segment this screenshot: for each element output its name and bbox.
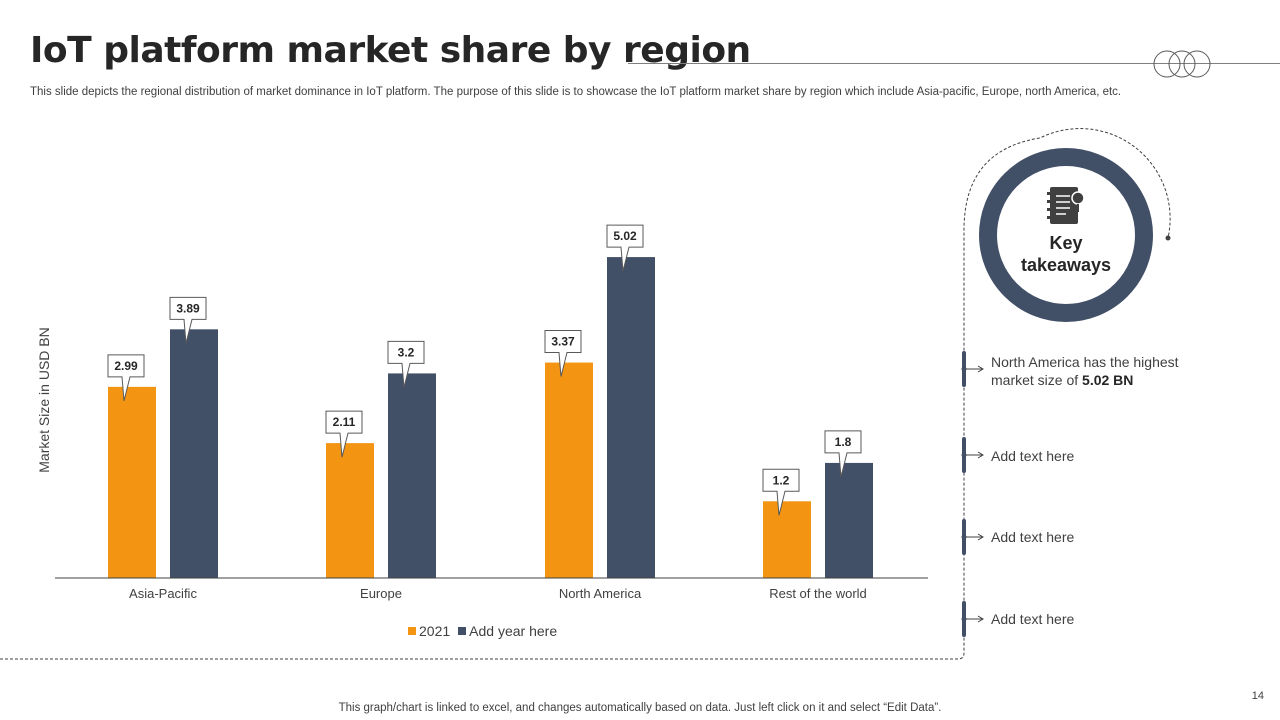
data-label-box <box>762 468 800 516</box>
bar-2021-asia-pacific[interactable] <box>108 386 156 578</box>
data-label: 3.2 <box>398 345 415 359</box>
data-label-box <box>325 410 363 458</box>
data-label: 5.02 <box>613 229 637 243</box>
data-label-box <box>824 430 862 478</box>
x-tick-label: Europe <box>360 586 402 601</box>
page-number: 14 <box>1251 690 1264 702</box>
data-label: 3.37 <box>551 335 575 349</box>
title-divider <box>628 63 1280 64</box>
takeaway-item-2: Add text here <box>991 448 1075 464</box>
takeaway-text-1: North America has the highest market siz… <box>991 354 1179 388</box>
takeaway-arrow-icon <box>961 601 984 637</box>
x-tick-label: North America <box>559 586 642 601</box>
chart-legend: 2021 Add year here <box>408 623 565 639</box>
footer-note: This graph/chart is linked to excel, and… <box>338 702 942 714</box>
bar-add-year-here-asia-pacific[interactable] <box>170 329 218 578</box>
slide-title: IoT platform market share by region <box>30 30 751 71</box>
data-label: 2.99 <box>114 359 138 373</box>
data-label-box <box>606 224 644 272</box>
legend-swatch-2021 <box>408 627 416 635</box>
data-label-callout: 1.8 <box>824 430 862 478</box>
bar-2021-europe[interactable] <box>326 443 374 578</box>
legend-item-2021: 2021 <box>408 623 450 639</box>
legend-label-2021: 2021 <box>419 623 451 639</box>
takeaway-item-3: Add text here <box>991 529 1075 545</box>
data-label-callout: 3.2 <box>387 340 425 388</box>
bar-add-year-here-europe[interactable] <box>388 373 436 578</box>
notebook-icon <box>1047 187 1085 224</box>
data-label-callout: 2.99 <box>107 354 145 401</box>
takeaway-arrow-icon <box>961 437 984 473</box>
y-axis-label: Market Size in USD BN <box>36 327 52 473</box>
legend-item-add-year: Add year here <box>458 623 557 639</box>
takeaway-arrow-icon <box>961 351 984 387</box>
rings-decoration-icon <box>1153 50 1211 78</box>
takeaway-item-4: Add text here <box>991 611 1075 627</box>
key-takeaways-heading: Key takeaways <box>1020 233 1112 275</box>
dashed-frame <box>0 128 1171 660</box>
bar-2021-rest-of-the-world[interactable] <box>763 501 811 578</box>
data-label-callout: 1.2 <box>762 468 800 516</box>
slide-subtitle: This slide depicts the regional distribu… <box>30 86 1122 98</box>
data-label-callout: 2.11 <box>325 410 363 458</box>
data-label-box <box>169 296 207 344</box>
data-label-box <box>387 340 425 388</box>
bar-add-year-here-rest-of-the-world[interactable] <box>825 462 873 578</box>
data-label: 1.2 <box>773 473 790 487</box>
takeaway-arrow-icon <box>961 519 984 555</box>
data-label: 2.11 <box>333 415 356 429</box>
data-label: 1.8 <box>835 435 852 449</box>
data-label-box <box>107 354 145 401</box>
x-tick-label: Rest of the world <box>769 586 867 601</box>
x-tick-label: Asia-Pacific <box>129 586 197 601</box>
data-label-callout: 5.02 <box>606 224 644 272</box>
data-label-callout: 3.89 <box>169 296 207 344</box>
bar-add-year-here-north-america[interactable] <box>607 257 655 578</box>
legend-swatch-add-year <box>458 627 467 635</box>
takeaway-bold-1: 5.02 BN <box>1082 372 1134 388</box>
data-label: 3.89 <box>176 301 200 315</box>
data-label-box <box>544 330 582 377</box>
frame-end-dot <box>1165 235 1171 241</box>
legend-label-add-year: Add year here <box>469 623 558 639</box>
bar-2021-north-america[interactable] <box>545 362 593 578</box>
takeaway-item-1: North America has the highest market siz… <box>991 353 1211 389</box>
data-label-callout: 3.37 <box>544 330 582 377</box>
